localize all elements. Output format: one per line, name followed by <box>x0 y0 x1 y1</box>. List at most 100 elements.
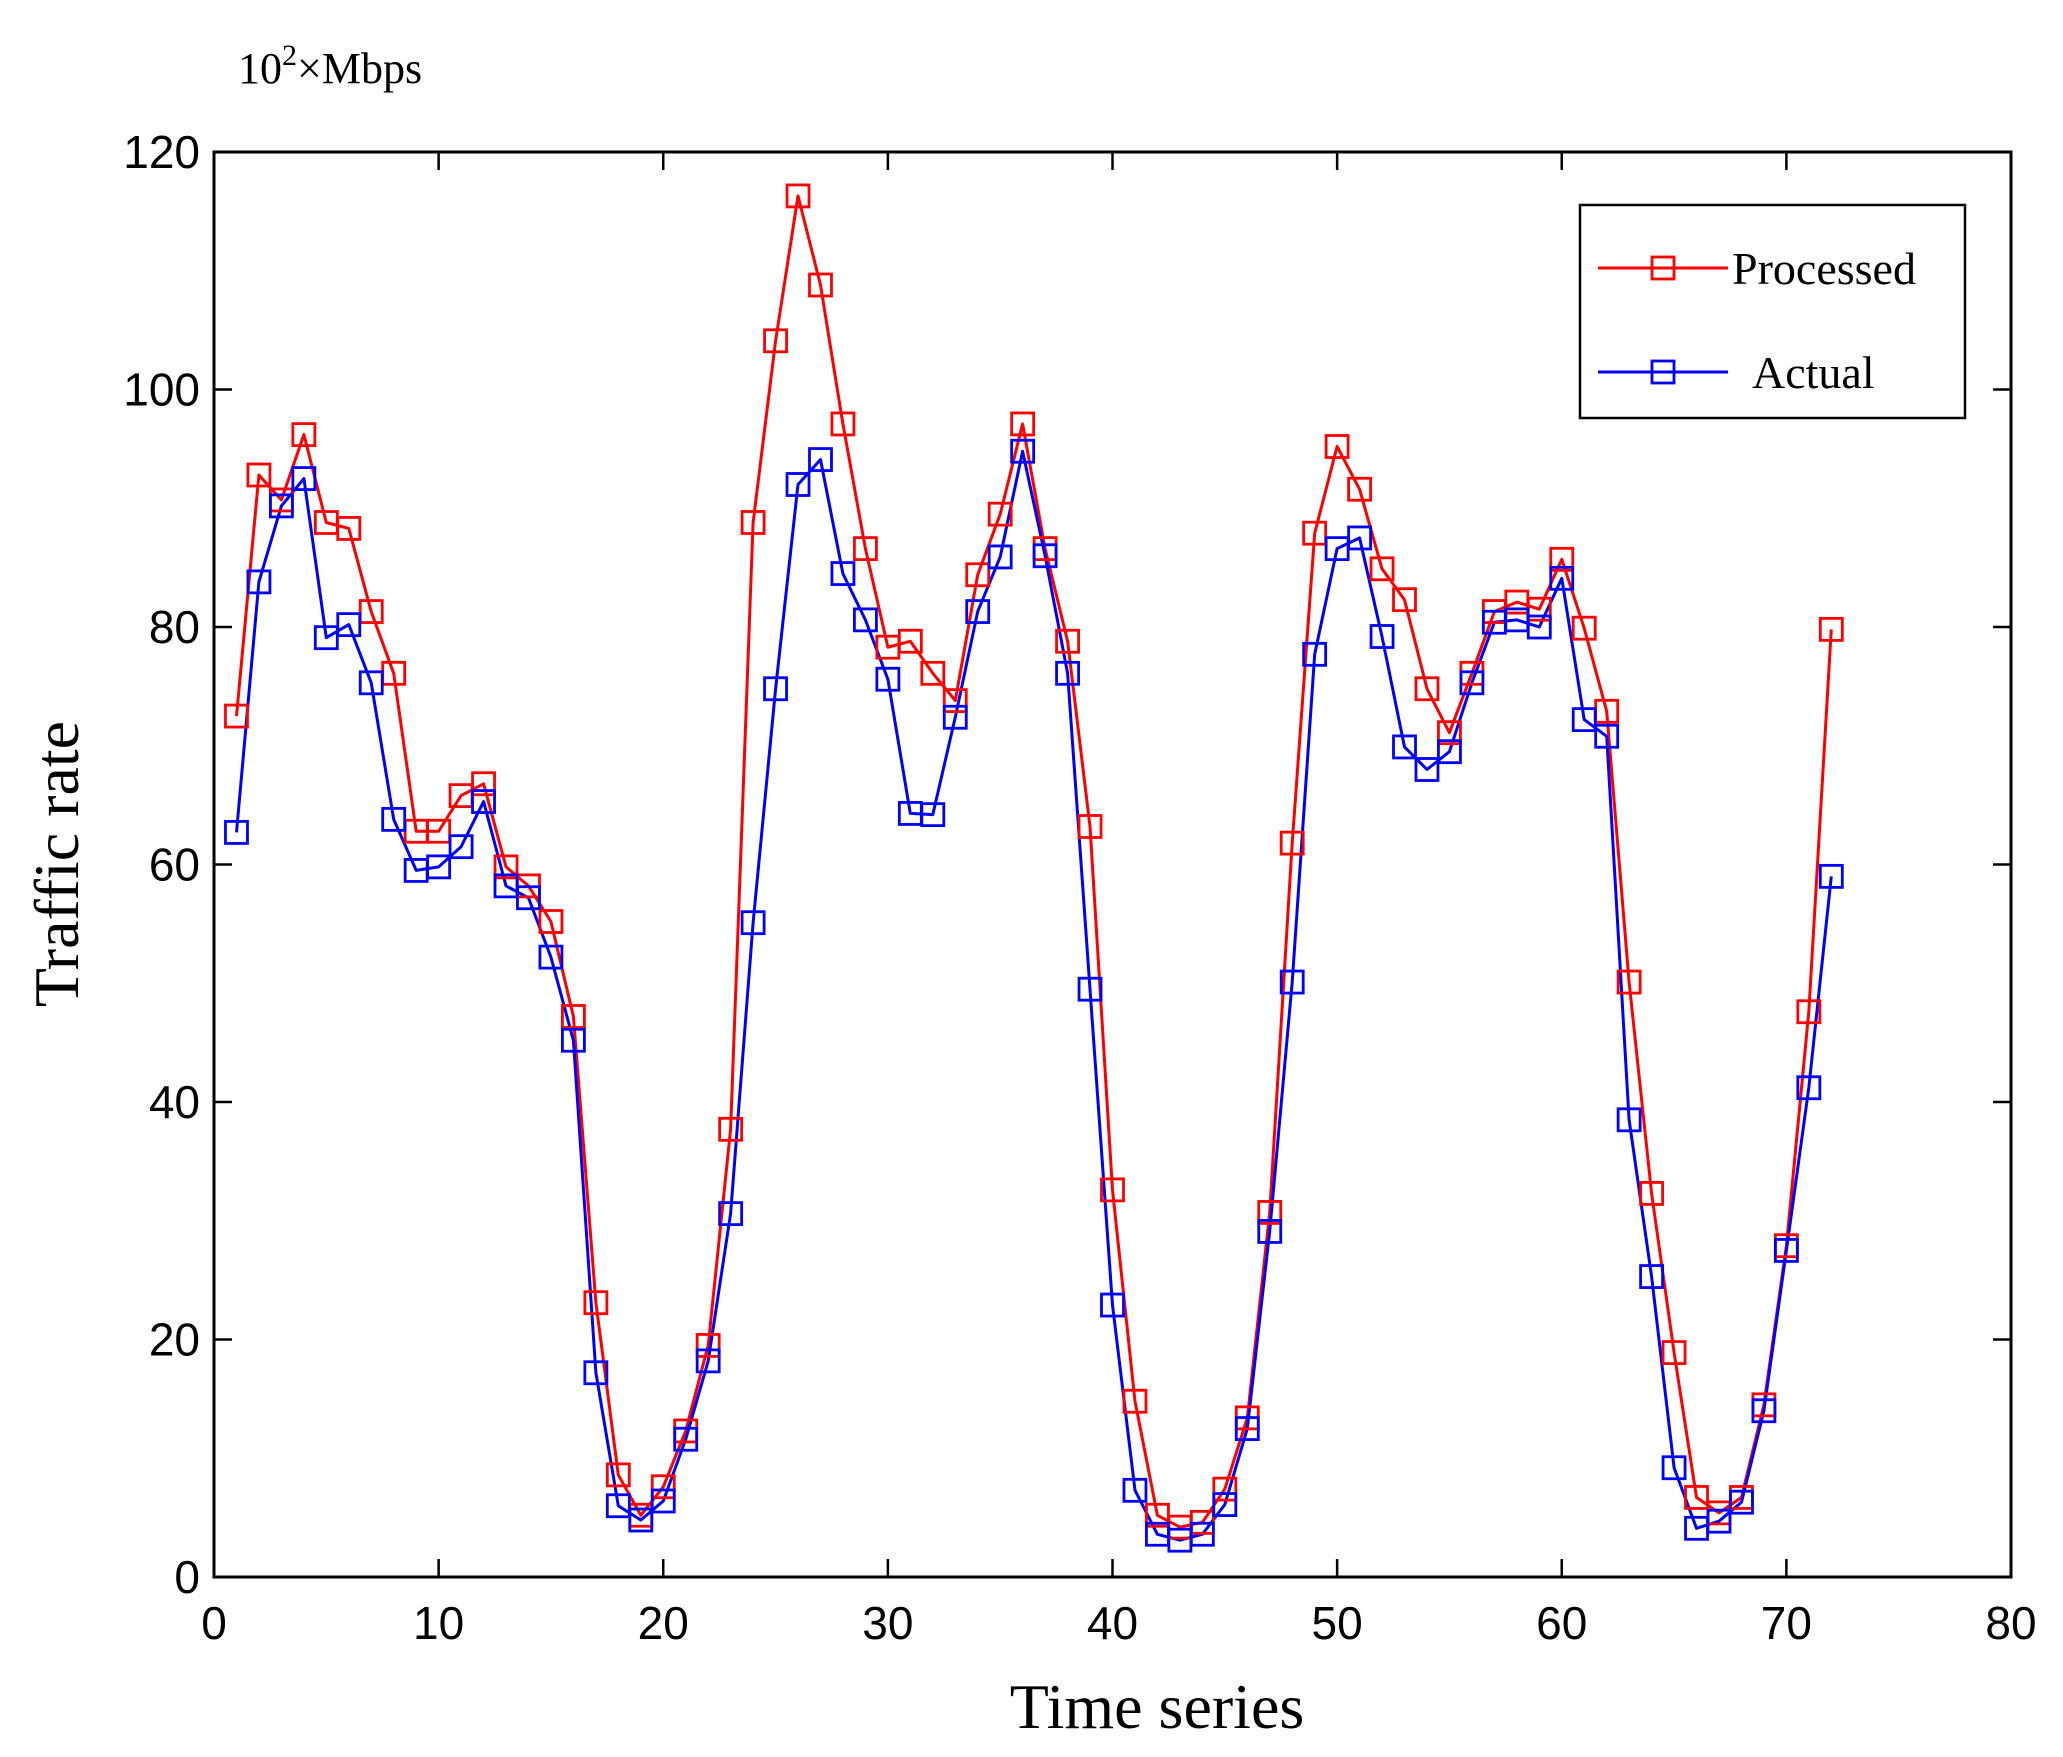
x-tick-label: 50 <box>1312 1597 1363 1649</box>
data-point-processed <box>920 660 946 686</box>
y-tick-label: 80 <box>149 601 200 653</box>
x-axis-title: Time series <box>1010 1671 1305 1742</box>
data-point-actual <box>1773 1238 1799 1263</box>
data-point-actual <box>875 666 901 692</box>
data-point-actual <box>561 1027 586 1053</box>
data-point-actual <box>1010 438 1036 464</box>
data-point-processed <box>785 183 811 209</box>
data-point-processed <box>1077 814 1103 839</box>
data-point-actual <box>1549 565 1575 591</box>
x-tick-label: 20 <box>638 1597 689 1649</box>
data-point-actual <box>1032 543 1058 569</box>
data-point-processed <box>1684 1485 1709 1510</box>
data-point-actual <box>1594 723 1620 749</box>
data-point-actual <box>381 806 407 832</box>
legend-label-processed: Processed <box>1732 243 1916 294</box>
y-axis-title: Traffic rate <box>21 721 92 1007</box>
data-point-processed <box>1392 587 1417 613</box>
data-point-processed <box>246 462 272 488</box>
legend: Processed Actual <box>1578 203 1967 420</box>
data-point-actual <box>740 910 766 936</box>
y-tick-label: 120 <box>123 126 200 178</box>
data-point-processed <box>763 328 788 354</box>
data-point-processed <box>1010 411 1036 437</box>
data-point-actual <box>1234 1416 1260 1441</box>
data-point-processed <box>1122 1388 1148 1414</box>
data-point-processed <box>718 1116 744 1142</box>
x-tick-label: 80 <box>1985 1597 2036 1649</box>
data-point-actual <box>1616 1107 1642 1133</box>
y-tick-label: 0 <box>174 1551 200 1603</box>
data-point-actual <box>1706 1508 1732 1534</box>
data-point-processed <box>1818 616 1844 642</box>
unit-rest: ×Mbps <box>297 44 422 93</box>
data-point-actual <box>1751 1398 1777 1424</box>
data-point-processed <box>740 510 766 535</box>
data-point-processed <box>1257 1200 1283 1225</box>
data-point-actual <box>268 493 294 519</box>
unit-label: 102×Mbps <box>238 39 422 93</box>
data-point-actual <box>1347 525 1372 551</box>
data-point-actual <box>336 612 362 638</box>
unit-exponent: 2 <box>282 39 297 72</box>
data-point-processed <box>1212 1476 1238 1502</box>
data-point-actual <box>1818 863 1844 889</box>
data-point-actual <box>358 670 384 696</box>
data-point-actual <box>673 1426 699 1452</box>
data-point-actual <box>605 1493 631 1519</box>
legend-marker-actual <box>1650 359 1676 385</box>
data-point-actual <box>426 854 452 880</box>
data-point-actual <box>583 1360 609 1386</box>
legend-marker-processed <box>1650 255 1676 281</box>
data-point-actual <box>1302 641 1328 667</box>
x-tick-label: 40 <box>1087 1597 1138 1649</box>
data-point-actual <box>1189 1521 1215 1547</box>
data-point-processed <box>1616 969 1642 995</box>
data-point-processed <box>1302 520 1328 546</box>
data-point-actual <box>785 472 811 497</box>
data-point-processed <box>1347 476 1372 502</box>
y-axis-ticks: 0 20 40 60 80 100 120 <box>123 126 2011 1603</box>
y-tick-label: 40 <box>149 1076 200 1128</box>
data-point-actual <box>1571 707 1597 733</box>
y-tick-label: 60 <box>149 839 200 891</box>
data-point-processed <box>650 1474 676 1500</box>
data-point-processed <box>291 422 317 448</box>
data-point-actual <box>291 466 317 491</box>
data-point-actual <box>628 1507 654 1533</box>
data-point-processed <box>1414 676 1440 702</box>
data-point-processed <box>897 628 923 654</box>
x-tick-label: 70 <box>1761 1597 1812 1649</box>
data-point-actual <box>1437 739 1462 765</box>
data-point-actual <box>1526 614 1552 640</box>
data-point-processed <box>426 818 452 844</box>
data-point-actual <box>313 625 339 651</box>
data-point-processed <box>1549 546 1575 572</box>
data-point-actual <box>1661 1455 1687 1481</box>
data-point-actual <box>538 944 564 970</box>
x-axis-ticks: 0 10 20 30 40 50 60 70 80 <box>201 152 2037 1649</box>
data-point-processed <box>1571 615 1597 641</box>
data-point-actual <box>1392 734 1417 760</box>
data-point-actual <box>763 676 788 702</box>
data-point-processed <box>471 771 496 797</box>
data-point-actual <box>1212 1492 1238 1517</box>
data-point-actual <box>1639 1264 1664 1289</box>
data-point-actual <box>448 834 474 860</box>
data-point-actual <box>1459 670 1485 696</box>
data-point-processed <box>1661 1340 1687 1365</box>
data-point-processed <box>358 599 384 624</box>
data-point-processed <box>1100 1177 1125 1203</box>
data-point-processed <box>830 411 856 437</box>
data-point-processed <box>965 562 991 588</box>
data-point-processed <box>1055 628 1080 654</box>
data-point-actual <box>1279 969 1305 995</box>
data-point-processed <box>808 272 833 298</box>
y-tick-label: 100 <box>123 364 200 416</box>
data-point-actual <box>246 569 272 595</box>
data-point-actual <box>1257 1219 1283 1244</box>
data-point-actual <box>1369 624 1395 649</box>
data-point-actual <box>695 1348 721 1374</box>
x-tick-label: 60 <box>1536 1597 1587 1649</box>
